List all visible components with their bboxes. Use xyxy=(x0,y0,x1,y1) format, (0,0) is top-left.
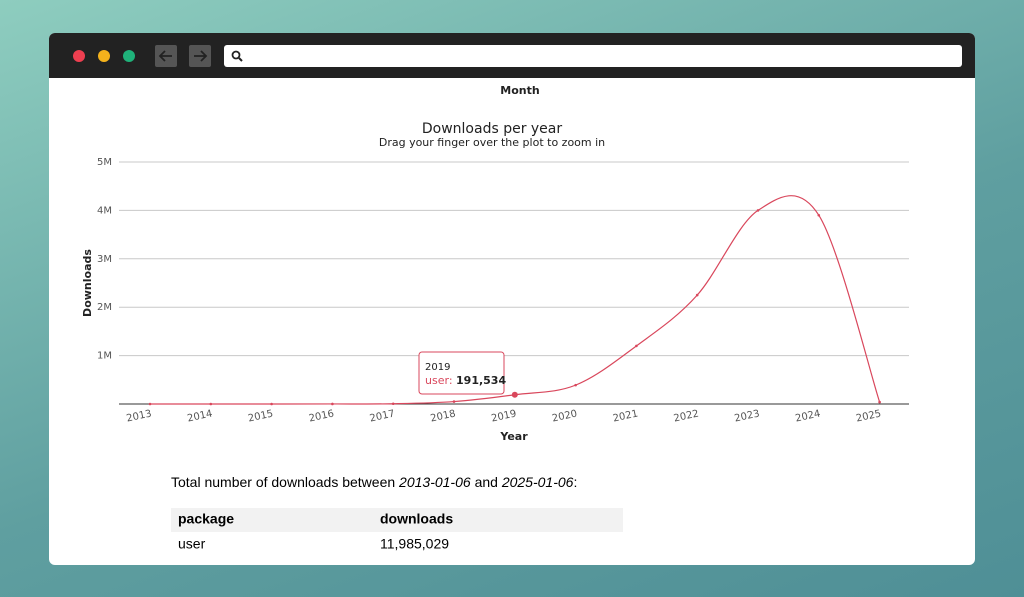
x-tick-label: 2018 xyxy=(430,408,457,424)
tooltip-value: user: 191,534 xyxy=(425,374,506,387)
y-tick-label: 1M xyxy=(97,351,112,362)
summary: Total number of downloads between 2013-0… xyxy=(171,474,577,490)
y-axis-title: Downloads xyxy=(81,249,94,317)
tooltip-separator: : xyxy=(449,374,456,387)
y-tick-label: 4M xyxy=(97,205,112,216)
y-tick-label: 3M xyxy=(97,254,112,265)
data-point xyxy=(695,293,699,297)
data-point xyxy=(756,209,760,212)
table-header: package xyxy=(178,511,234,527)
table-header-row xyxy=(171,508,623,532)
maximize-button[interactable] xyxy=(123,50,135,62)
y-tick-label: 5M xyxy=(97,157,112,168)
chart-subtitle: Drag your finger over the plot to zoom i… xyxy=(379,136,605,149)
y-tick-label: 2M xyxy=(97,302,112,313)
tooltip-series: user xyxy=(425,374,449,387)
data-point xyxy=(148,402,152,406)
x-tick-label: 2021 xyxy=(612,408,639,424)
data-point xyxy=(270,402,273,406)
data-point xyxy=(209,402,213,406)
page-heading: Month xyxy=(500,84,539,97)
data-point xyxy=(511,391,518,398)
table-header: downloads xyxy=(380,511,453,527)
data-line xyxy=(149,195,881,405)
summary-date: 2025-01-06 xyxy=(501,474,574,490)
table-cell: 11,985,029 xyxy=(380,536,449,552)
x-tick-label: 2013 xyxy=(126,408,153,424)
data-point xyxy=(878,400,881,404)
x-axis-title: Year xyxy=(499,430,528,443)
data-point xyxy=(817,213,821,217)
data-point xyxy=(391,402,395,406)
x-tick-label: 2022 xyxy=(673,408,700,424)
data-point xyxy=(331,402,334,406)
browser-window xyxy=(49,33,975,565)
x-tick-label: 2017 xyxy=(369,408,396,424)
data-point xyxy=(635,344,638,348)
x-tick-label: 2023 xyxy=(734,408,761,424)
minimize-button[interactable] xyxy=(98,50,110,62)
close-button[interactable] xyxy=(73,50,85,62)
tooltip-category: 2019 xyxy=(425,362,450,373)
x-tick-label: 2015 xyxy=(247,408,274,424)
summary-text: : xyxy=(573,474,577,490)
tooltip-box xyxy=(418,351,505,395)
x-tick-label: 2016 xyxy=(308,408,335,424)
forward-button[interactable] xyxy=(189,45,211,67)
back-button[interactable] xyxy=(155,45,177,67)
summary-text: Total number of downloads between xyxy=(171,474,395,490)
x-tick-label: 2025 xyxy=(855,408,882,424)
data-point xyxy=(452,400,456,403)
tooltip-number: 191,534 xyxy=(456,374,506,387)
x-tick-label: 2019 xyxy=(490,408,517,424)
address-bar[interactable] xyxy=(224,45,962,67)
x-tick-label: 2014 xyxy=(186,408,213,424)
summary-date: 2013-01-06 xyxy=(398,474,471,490)
x-tick-label: 2024 xyxy=(794,408,821,424)
summary-text: and xyxy=(475,474,498,490)
x-tick-label: 2020 xyxy=(551,408,578,424)
tooltip: 2019 user: 191,534 xyxy=(418,351,506,395)
table-cell: user xyxy=(178,536,206,552)
data-point xyxy=(574,383,577,387)
chart-title: Downloads per year xyxy=(422,121,563,137)
